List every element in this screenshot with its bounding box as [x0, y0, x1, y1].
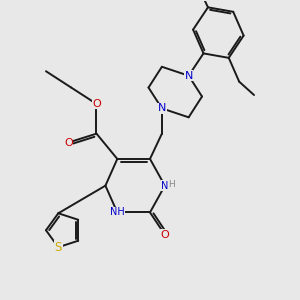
- Text: N: N: [158, 103, 166, 113]
- Text: NH: NH: [110, 207, 125, 218]
- Text: O: O: [64, 138, 73, 148]
- Text: O: O: [160, 230, 169, 240]
- Text: S: S: [55, 241, 62, 254]
- Text: O: O: [92, 99, 101, 109]
- Text: H: H: [168, 180, 175, 189]
- Text: N: N: [184, 71, 193, 81]
- Text: N: N: [161, 181, 169, 191]
